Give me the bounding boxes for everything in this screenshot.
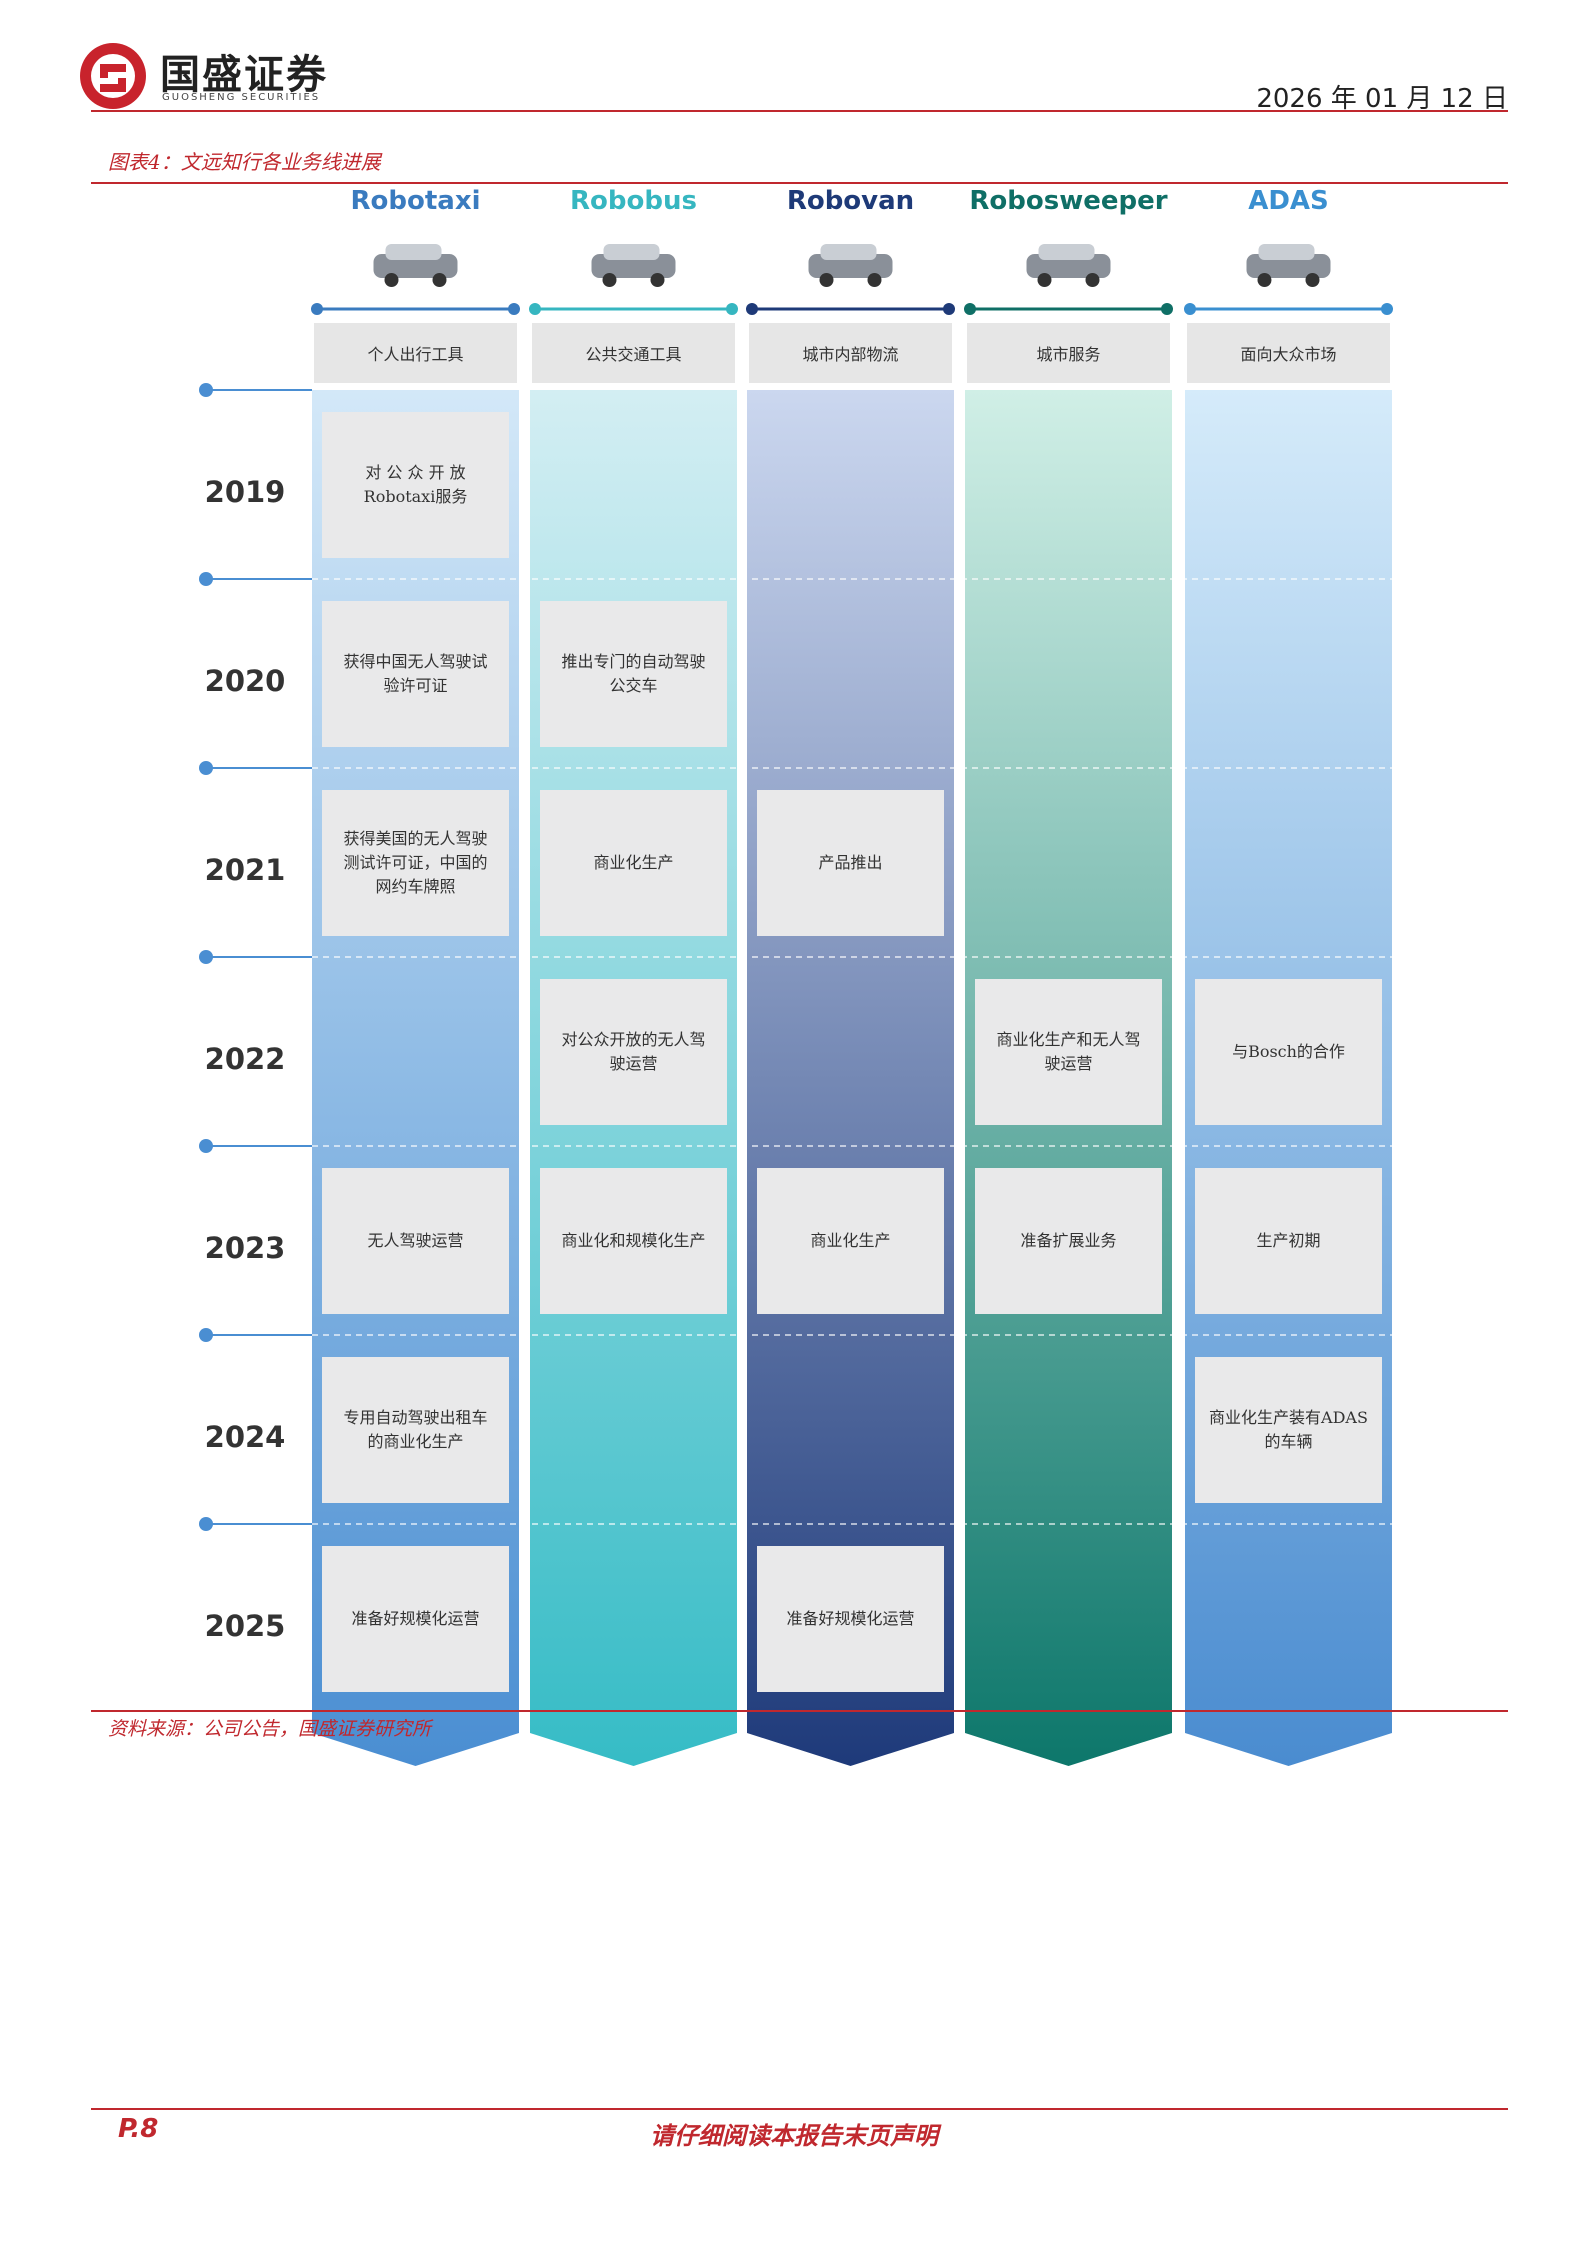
header-rule <box>91 110 1508 112</box>
track-dot <box>943 303 955 315</box>
milestone: 专用自动驾驶出租车的商业化生产 <box>322 1357 509 1503</box>
column-title: Robovan <box>786 186 915 216</box>
column-title: Robobus <box>570 186 697 216</box>
column-title: Robosweeper <box>969 186 1168 216</box>
row-dot <box>199 950 213 964</box>
milestone: 对 公 众 开 放 Robotaxi服务 <box>322 412 509 558</box>
row-dot <box>199 383 213 397</box>
column-subtitle: 个人出行工具 <box>314 323 517 383</box>
logo <box>80 43 146 109</box>
milestone: 生产初期 <box>1195 1168 1382 1314</box>
vehicle-icon <box>1026 244 1111 287</box>
milestone: 商业化生产 <box>757 1168 944 1314</box>
column-subtitle: 城市服务 <box>967 323 1170 383</box>
track-dot <box>746 303 758 315</box>
milestone: 商业化生产和无人驾驶运营 <box>975 979 1162 1125</box>
track-dot <box>1381 303 1393 315</box>
track-dot <box>508 303 520 315</box>
milestone: 获得中国无人驾驶试验许可证 <box>322 601 509 747</box>
milestone: 获得美国的无人驾驶测试许可证，中国的网约车牌照 <box>322 790 509 936</box>
year-label: 2021 <box>204 853 286 887</box>
company: 国盛证券 <box>160 52 328 98</box>
row-dot <box>199 1517 213 1531</box>
column-title: Robotaxi <box>350 186 481 216</box>
vehicle-icon <box>373 244 458 287</box>
footer-rule <box>91 2108 1508 2110</box>
year-label: 2025 <box>204 1609 286 1643</box>
row-dot <box>199 572 213 586</box>
year-label: 2023 <box>204 1231 286 1265</box>
column-subtitle: 城市内部物流 <box>749 323 952 383</box>
milestone: 准备扩展业务 <box>975 1168 1162 1314</box>
track-dot <box>311 303 323 315</box>
row-dot <box>199 1139 213 1153</box>
track-dot <box>964 303 976 315</box>
column-band <box>747 390 954 1766</box>
milestone: 准备好规模化运营 <box>322 1546 509 1692</box>
milestone: 商业化生产 <box>540 790 727 936</box>
milestone: 对公众开放的无人驾驶运营 <box>540 979 727 1125</box>
milestone: 商业化生产装有ADAS的车辆 <box>1195 1357 1382 1503</box>
milestone: 产品推出 <box>757 790 944 936</box>
year-label: 2020 <box>204 664 286 698</box>
track-dot <box>726 303 738 315</box>
milestone: 与Bosch的合作 <box>1195 979 1382 1125</box>
column-title: ADAS <box>1248 186 1329 216</box>
row-dot <box>199 761 213 775</box>
caption-rule <box>91 182 1508 184</box>
vehicle-icon <box>1246 244 1331 287</box>
track-dot <box>1161 303 1173 315</box>
year-label: 2019 <box>204 475 286 509</box>
track-dot <box>529 303 541 315</box>
vehicle-icon <box>808 244 893 287</box>
milestone: 无人驾驶运营 <box>322 1168 509 1314</box>
milestone: 准备好规模化运营 <box>757 1546 944 1692</box>
source: 资料来源：公司公告，国盛证券研究所 <box>108 1718 432 1740</box>
caption: 图表4：文远知行各业务线进展 <box>108 150 381 174</box>
column-subtitle: 公共交通工具 <box>532 323 735 383</box>
source-rule <box>91 1710 1508 1712</box>
notice: 请仔细阅读本报告末页声明 <box>650 2121 938 2150</box>
year-label: 2022 <box>204 1042 286 1076</box>
column-subtitle: 面向大众市场 <box>1187 323 1390 383</box>
track-dot <box>1184 303 1196 315</box>
vehicle-icon <box>591 244 676 287</box>
year-label: 2024 <box>204 1420 286 1454</box>
milestone: 商业化和规模化生产 <box>540 1168 727 1314</box>
page-number: P.8 <box>118 2114 159 2144</box>
milestone: 推出专门的自动驾驶公交车 <box>540 601 727 747</box>
date: 2026 年 01 月 12 日 <box>1256 84 1508 114</box>
company-en: GUOSHENG SECURITIES <box>162 92 321 103</box>
row-dot <box>199 1328 213 1342</box>
